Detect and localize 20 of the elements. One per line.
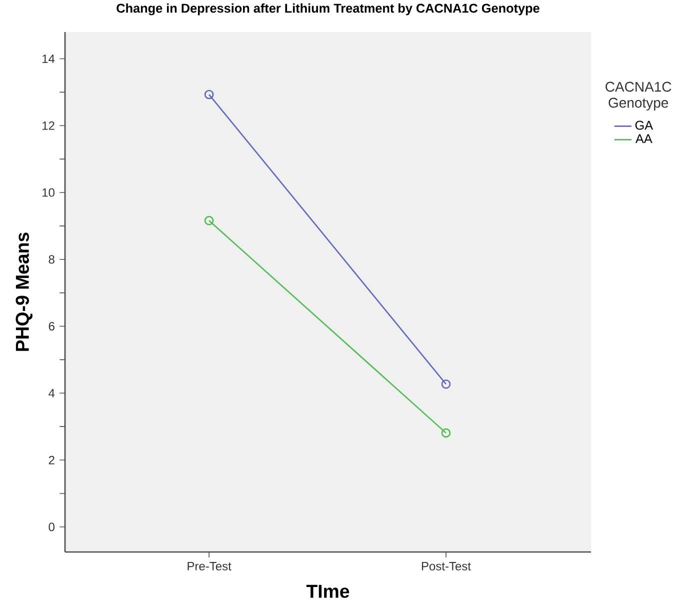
x-tick-label: Post-Test bbox=[422, 562, 471, 570]
x-tick-label: Pre-Test bbox=[188, 562, 232, 570]
y-tick-label: 12 bbox=[42, 121, 54, 130]
x-axis-title: TIme bbox=[306, 584, 350, 598]
y-tick-label: 8 bbox=[48, 255, 54, 264]
chart-title: Change in Depression after Lithium Treatment by CACNA1C Genotype bbox=[116, 3, 540, 16]
legend-label: GA bbox=[635, 120, 654, 130]
legend-title: CACNA1C Genotype bbox=[606, 82, 672, 110]
point bbox=[441, 428, 451, 438]
point bbox=[204, 216, 214, 226]
y-axis-title: PHQ-9 Means bbox=[16, 232, 32, 351]
y-tick-label: 6 bbox=[48, 322, 54, 331]
y-tick-label: 2 bbox=[48, 456, 54, 464]
point bbox=[204, 90, 214, 100]
y-tick-label: 4 bbox=[48, 389, 55, 398]
y-tick-label: 0 bbox=[48, 522, 54, 532]
point bbox=[441, 379, 451, 389]
legend-label: AA bbox=[635, 134, 652, 144]
y-tick-label: 10 bbox=[42, 188, 54, 197]
y-tick-label: 14 bbox=[42, 54, 55, 63]
